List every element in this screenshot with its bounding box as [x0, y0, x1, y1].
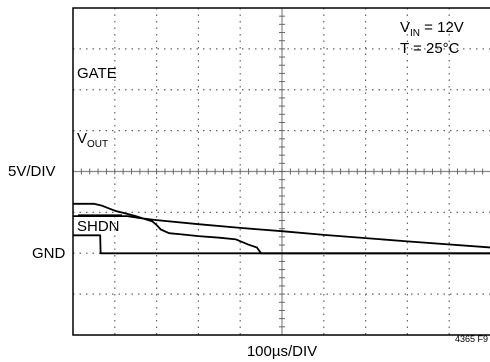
plot-grid [73, 8, 490, 335]
series-label-vout: VOUT [77, 130, 108, 150]
temperature-condition-label: T = 25°C [400, 40, 460, 57]
trace-vout [73, 215, 490, 249]
series-label-shdn: SHDN [77, 218, 120, 235]
ground-label: GND [32, 245, 66, 262]
trace-layer [73, 202, 490, 255]
vin-condition-label: VIN = 12V [400, 19, 464, 39]
figure-id: 4365 F9 [455, 334, 488, 344]
series-label-gate: GATE [77, 65, 117, 82]
x-scale-label: 100µs/DIV [247, 343, 317, 360]
plot-frame [72, 7, 490, 336]
trace-gate [73, 202, 490, 255]
y-scale-label: 5V/DIV [8, 163, 56, 180]
trace-shdn [73, 234, 490, 255]
